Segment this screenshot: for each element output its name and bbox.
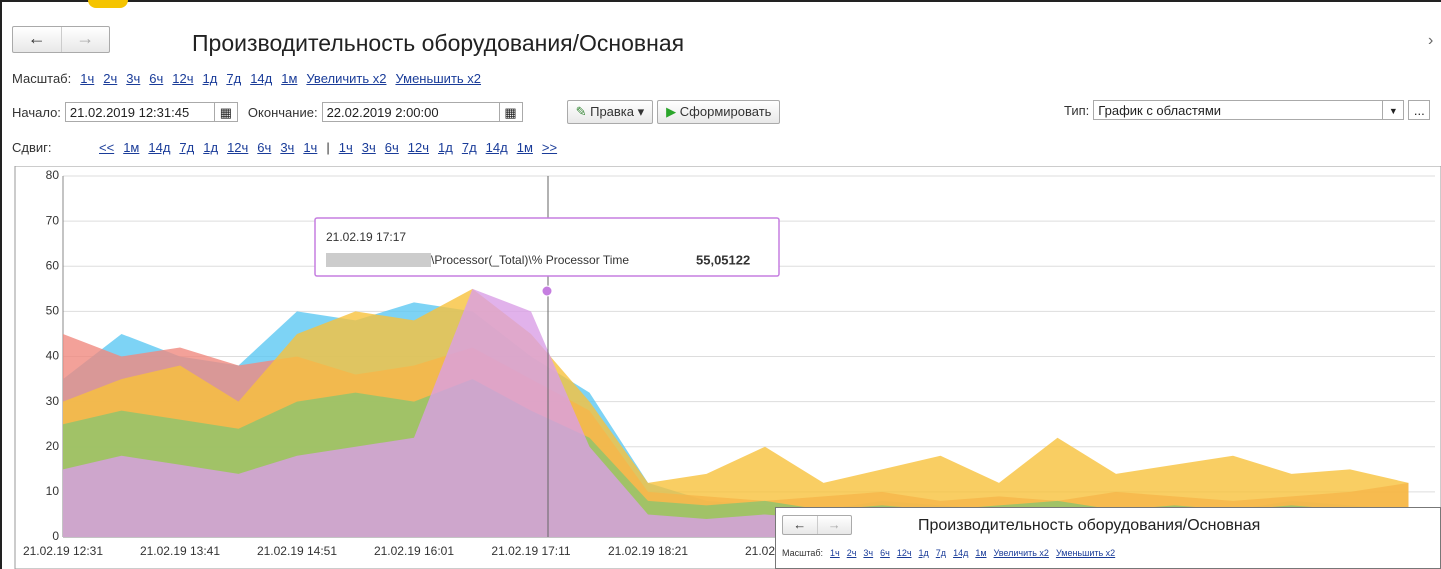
blurred-host (326, 253, 431, 267)
scale-link[interactable]: 6ч (149, 71, 164, 86)
x-tick-label: 21.02.19 12:31 (23, 544, 103, 558)
inset-scale-link[interactable]: Увеличить x2 (993, 548, 1049, 558)
type-more[interactable]: ... (1408, 100, 1431, 120)
shift-back-link[interactable]: 14д (148, 140, 171, 155)
tooltip-value: 55,05122 (696, 252, 750, 267)
inset-window: ← → Производительность оборудования/Осно… (775, 507, 1441, 569)
inset-scale-link[interactable]: 6ч (880, 548, 890, 558)
type-label: Тип: (1064, 102, 1090, 118)
type-field[interactable]: График с областями (1093, 100, 1384, 120)
shift-back-link[interactable]: 7д (179, 140, 195, 155)
edit-button[interactable]: ✎ Правка ▾ (566, 100, 654, 124)
period-row: Начало: 21.02.2019 12:31:45 ▦ Окончание:… (12, 100, 781, 124)
back-button[interactable]: ← (27, 28, 46, 48)
shift-back-link[interactable]: 6ч (257, 140, 272, 155)
shift-forward-link[interactable]: 3ч (361, 140, 376, 155)
back-button[interactable]: ← (793, 517, 807, 532)
tooltip-counter: \Processor(_Total)\% Processor Time (431, 253, 629, 267)
start-label: Начало: (12, 104, 61, 120)
y-tick-label: 30 (46, 394, 60, 408)
scale-link[interactable]: 3ч (126, 71, 141, 86)
y-tick-label: 80 (46, 168, 60, 182)
end-field[interactable]: 22.02.2019 2:00:00 (321, 102, 500, 122)
y-tick-label: 40 (46, 349, 60, 363)
hover-point (541, 285, 553, 297)
inset-scale-link[interactable]: 1м (975, 548, 987, 558)
y-tick-label: 10 (46, 484, 60, 498)
y-tick-label: 70 (46, 213, 60, 227)
scale-link[interactable]: 1д (202, 71, 218, 86)
forward-button[interactable]: → (60, 27, 110, 52)
shift-back-link[interactable]: 1д (203, 140, 219, 155)
left-border (0, 0, 2, 569)
scale-label: Масштаб: (12, 71, 72, 86)
top-border (0, 0, 1441, 2)
y-tick-label: 20 (46, 439, 60, 453)
scale-link[interactable]: 7д (226, 71, 242, 86)
inset-scale-link[interactable]: 12ч (896, 548, 912, 558)
scale-link[interactable]: 12ч (172, 71, 194, 86)
calendar-button[interactable]: ▦ (213, 102, 238, 122)
type-row: Тип: График с областями ▼ ... (1064, 100, 1431, 120)
shift-row: Сдвиг: << 1м 14д 7д 1д 12ч 6ч 3ч 1ч | 1ч 3ч 6ч 12ч 1д 7д… (12, 140, 557, 155)
shift-forward-link[interactable]: >> (541, 140, 558, 155)
inset-nav: ← → (782, 515, 852, 535)
scale-link[interactable]: 2ч (103, 71, 118, 86)
build-text: Сформировать (679, 104, 772, 119)
more-arrow[interactable]: › (1428, 32, 1434, 49)
logo-fragment (88, 0, 128, 8)
end-label: Окончание: (247, 104, 318, 120)
shift-forward-link[interactable]: 6ч (384, 140, 399, 155)
shift-back-link[interactable]: 1м (123, 140, 140, 155)
inset-scale-link[interactable]: 7д (935, 548, 947, 558)
shift-forward-link[interactable]: 1д (438, 140, 453, 155)
shift-back-link[interactable]: 12ч (227, 140, 249, 155)
shift-forward-link[interactable]: 7д (461, 140, 477, 155)
shift-forward-link[interactable]: 1ч (338, 140, 353, 155)
build-button[interactable]: ▶ Сформировать (657, 100, 781, 124)
scale-link[interactable]: 14д (250, 71, 273, 86)
inset-scale-link[interactable]: 1д (918, 548, 929, 558)
scale-row: Масштаб: 1ч 2ч 3ч 6ч 12ч 1д 7д 14д 1м Увеличить x2… (12, 71, 481, 86)
inset-scale-link[interactable]: 14д (953, 548, 969, 558)
shift-back-link[interactable]: << (99, 140, 115, 155)
inset-scale-link[interactable]: 3ч (863, 548, 874, 558)
shift-forward-link[interactable]: 12ч (407, 140, 430, 155)
shift-label: Сдвиг: (12, 140, 52, 155)
edit-text: Правка (590, 104, 635, 119)
x-tick-label: 21.02.19 17:11 (491, 544, 571, 558)
inset-scale-link[interactable]: Уменьшить x2 (1055, 548, 1116, 558)
start-field[interactable]: 21.02.2019 12:31:45 (64, 102, 215, 122)
shift-forward-link[interactable]: 14д (485, 140, 508, 155)
page-title: Производительность оборудования/Основная (192, 30, 685, 56)
x-tick-label: 21.02.19 16:01 (374, 544, 454, 558)
x-tick-label: 21.02.19 18:21 (608, 544, 688, 558)
x-tick-label: 21.02.19 14:51 (257, 544, 337, 558)
scale-link[interactable]: Увеличить x2 (306, 71, 387, 86)
nav-buttons: ← → (12, 26, 110, 53)
inset-title: Производительность оборудования/Основная (918, 517, 1261, 534)
forward-button[interactable]: → (816, 516, 852, 534)
tooltip-time: 21.02.19 17:17 (326, 230, 406, 244)
shift-back-link[interactable]: 3ч (280, 140, 295, 155)
area-series (63, 288, 1409, 537)
inset-scale-row: Масштаб: 1ч 2ч 3ч 6ч 12ч 1д 7д 14д 1м Увеличить x2… (782, 548, 1115, 558)
scale-link[interactable]: Уменьшить x2 (395, 71, 482, 86)
y-tick-label: 50 (46, 304, 60, 318)
scale-link[interactable]: 1ч (80, 71, 95, 86)
inset-scale-link[interactable]: 2ч (846, 548, 857, 558)
shift-forward-link[interactable]: 1м (516, 140, 533, 155)
calendar-button[interactable]: ▦ (498, 102, 523, 122)
x-tick-label: 21.02.19 13:41 (140, 544, 220, 558)
shift-back-link[interactable]: 1ч (303, 140, 318, 155)
shift-separator: | (326, 140, 330, 155)
type-dropdown[interactable]: ▼ (1382, 100, 1405, 120)
inset-scale-link[interactable]: 1ч (830, 548, 840, 558)
chart: 0 10 20 30 40 50 60 70 80 21.02.19 12:31 21.02.19 … (14, 166, 1441, 569)
y-tick-label: 60 (46, 258, 60, 272)
scale-link[interactable]: 1м (281, 71, 298, 86)
y-tick-label: 0 (52, 529, 59, 543)
inset-scale-label: Масштаб: (782, 548, 824, 558)
